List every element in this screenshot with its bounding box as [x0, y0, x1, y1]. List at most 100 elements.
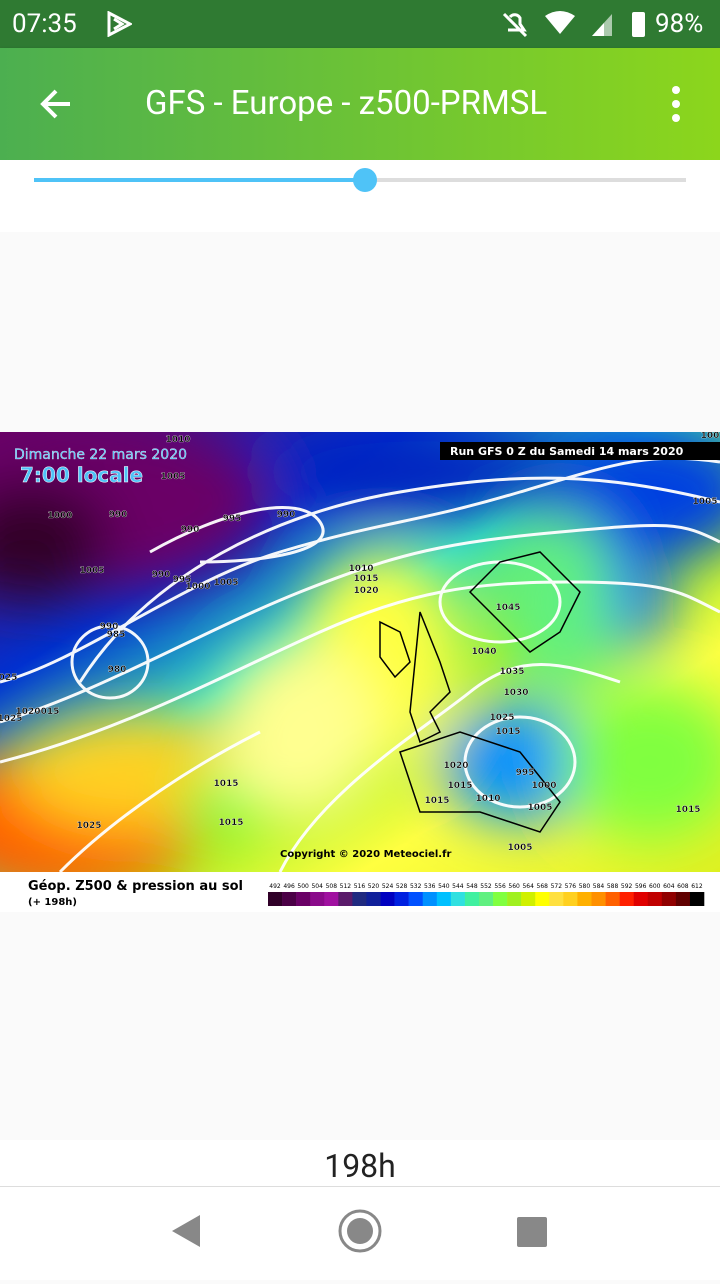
scale-swatch [436, 892, 452, 906]
scale-swatch [338, 892, 353, 906]
title: GFS - Europe - z500-PRMSL [145, 84, 548, 123]
nav-back[interactable] [172, 1215, 200, 1247]
isobar-label: 1025 [76, 821, 101, 831]
scale-swatch [577, 892, 592, 906]
isobar-label: 1010 [475, 794, 500, 804]
isobar-label: 1025 [0, 714, 23, 724]
scale-label: 524 [382, 883, 394, 890]
scale-label: 528 [396, 883, 408, 890]
isobar-label: 1045 [495, 603, 520, 613]
scale-swatch [450, 892, 466, 906]
scale-label: 588 [607, 883, 619, 890]
scale-swatch [605, 892, 620, 906]
scale-swatch [422, 892, 438, 906]
scale-label: 520 [368, 883, 380, 890]
coastlines [379, 551, 581, 833]
play-icon [107, 11, 132, 37]
scale-swatch [296, 892, 311, 906]
isobar-label: 1015 [424, 796, 449, 806]
scale-label: 584 [593, 883, 605, 890]
scale-label: 576 [565, 883, 577, 890]
scale-swatch [549, 892, 564, 906]
back-button[interactable] [38, 86, 74, 122]
isobar-label: 1000 [531, 781, 556, 791]
lead-time: 198h [0, 1140, 720, 1187]
isobar-label: 990 [152, 570, 171, 580]
scale-swatch [493, 892, 508, 906]
status-icons [502, 11, 645, 38]
scale-swatch [478, 892, 494, 906]
scale-label: 572 [551, 883, 563, 890]
isobar-label: 980 [108, 665, 127, 675]
map-copyright: Copyright © 2020 Meteociel.fr [280, 849, 451, 860]
scale-label: 508 [326, 883, 338, 890]
nav-recents[interactable] [517, 1217, 547, 1247]
isobar-label: 1015 [353, 574, 378, 584]
map-run: Run GFS 0 Z du Samedi 14 mars 2020 [450, 445, 684, 458]
isobar-lines [0, 456, 720, 874]
scale-swatch [619, 892, 634, 906]
isobar-label: 1005 [507, 843, 532, 853]
scale-swatch [689, 892, 705, 906]
map-date: Dimanche 22 mars 2020 [14, 447, 187, 463]
scale-label: 504 [311, 883, 323, 890]
scale-label: 540 [438, 883, 450, 890]
scale-label: 552 [480, 883, 492, 890]
slider-area [0, 160, 720, 232]
app-bar: GFS - Europe - z500-PRMSL [0, 48, 720, 160]
isobar-label: 1035 [499, 667, 524, 677]
scale-swatch [380, 892, 395, 906]
battery: 98% [655, 9, 704, 39]
isobar-label: 1030 [503, 688, 528, 698]
scale-swatch [535, 892, 550, 906]
scale-label: 548 [466, 883, 478, 890]
scale-label: 612 [691, 883, 703, 890]
scale-label: 500 [297, 883, 309, 890]
seek-slider[interactable] [0, 160, 720, 232]
isobar-label: 985 [107, 630, 126, 640]
isobar-label: 990 [100, 622, 119, 632]
scale-label: 544 [452, 883, 464, 890]
isobar-label: 1000 [47, 511, 72, 521]
isobar-label: 1025 [489, 713, 514, 723]
isobar-label: 015 [41, 707, 60, 717]
legend-lead: (+ 198h) [28, 897, 77, 908]
scale-swatch [394, 892, 409, 906]
menu-button[interactable] [666, 84, 686, 124]
nav-home[interactable] [338, 1209, 382, 1253]
isobar-label: 100 [701, 432, 720, 441]
scale-label: 556 [494, 883, 506, 890]
scale-swatch [268, 892, 283, 906]
scale-label: 532 [410, 883, 422, 890]
isobar-label: 990 [181, 525, 200, 535]
scale-swatch [408, 892, 424, 906]
isobar-label: 995 [223, 514, 242, 524]
scale-label: 536 [424, 883, 436, 890]
isobar-label: 1005 [160, 472, 185, 482]
scale-swatch [563, 892, 578, 906]
isobar-label: 1005 [213, 578, 238, 588]
isobar-label: 1015 [675, 805, 700, 815]
scale-label: 580 [579, 883, 591, 890]
map-time: 7:00 locale [20, 463, 143, 487]
isobar-label: 1020 [443, 761, 468, 771]
scale-label: 492 [269, 883, 281, 890]
scale-swatch [324, 892, 339, 906]
legend-title: Géop. Z500 & pression au sol [28, 879, 243, 894]
status-bar: 07:35 98% [0, 0, 720, 48]
nav-buttons [172, 1209, 547, 1253]
scale-swatch [352, 892, 367, 906]
isobar-label: 1015 [218, 818, 243, 828]
isobar-label: 1010 [165, 435, 190, 445]
clock: 07:35 [12, 9, 77, 39]
scale-swatch [521, 892, 536, 906]
isobar-label: 990 [277, 510, 296, 520]
scale-swatch [464, 892, 480, 906]
isobar-label: 1005 [527, 803, 552, 813]
scale-label: 496 [283, 883, 295, 890]
isobar-label: 1040 [471, 647, 496, 657]
scale-label: 568 [537, 883, 549, 890]
isobar-label: 1020 [353, 586, 378, 596]
